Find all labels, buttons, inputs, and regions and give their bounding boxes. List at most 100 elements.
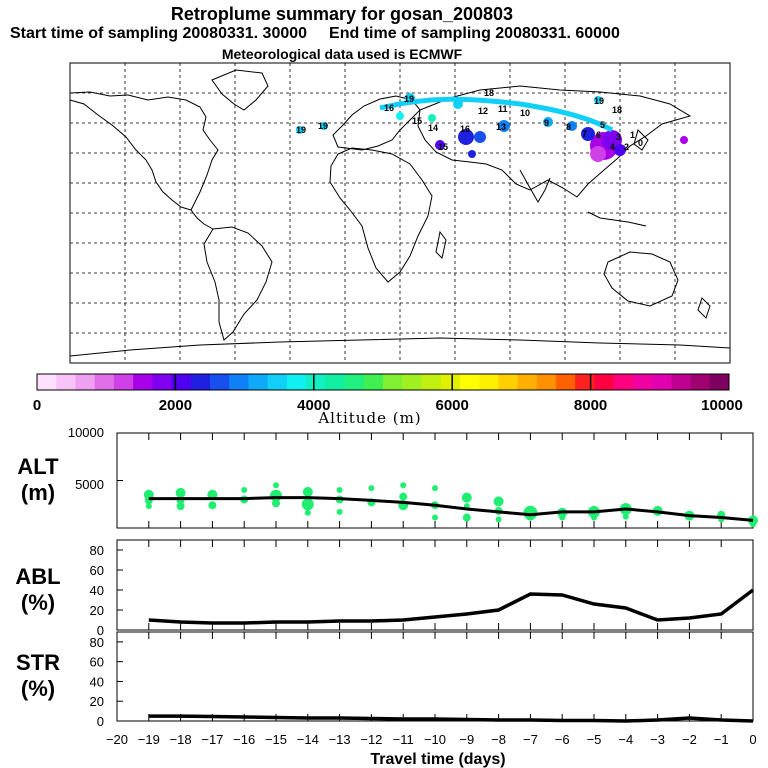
alt-axis-unit: (m) bbox=[21, 480, 55, 505]
plume-label: 15 bbox=[438, 142, 448, 152]
asia-coast bbox=[417, 85, 692, 198]
xtick-label: −19 bbox=[138, 732, 160, 747]
x-axis-title: Travel time (days) bbox=[370, 751, 505, 768]
colorbar-cell bbox=[56, 374, 76, 390]
plume-blob bbox=[567, 121, 577, 131]
xtick-label: −16 bbox=[233, 732, 255, 747]
colorbar-cell bbox=[709, 374, 730, 390]
colorbar-cell bbox=[229, 374, 249, 390]
chart-title: Retroplume summary for gosan_200803 bbox=[170, 4, 514, 24]
alt-ytick-label: 5000 bbox=[75, 477, 104, 492]
colorbar-cell bbox=[479, 374, 499, 390]
xtick-label: −4 bbox=[618, 732, 633, 747]
plume-track bbox=[379, 96, 614, 133]
plume-blob bbox=[396, 112, 404, 120]
plume-label: 11 bbox=[498, 104, 508, 114]
plume-label: 16 bbox=[460, 124, 470, 134]
colorbar-tick-label: 6000 bbox=[436, 397, 469, 414]
str-axis-unit: (%) bbox=[21, 676, 55, 701]
altitude-point bbox=[175, 487, 186, 498]
north-america-coast bbox=[69, 91, 219, 211]
colorbar-cell bbox=[421, 374, 442, 390]
abl-ytick-label: 60 bbox=[90, 563, 104, 578]
altitude-point bbox=[461, 492, 472, 503]
xtick-label: −15 bbox=[265, 732, 287, 747]
colorbar-cell bbox=[517, 374, 538, 390]
abl-axis-unit: (%) bbox=[21, 590, 55, 615]
str-ytick-label: 80 bbox=[90, 635, 104, 650]
colorbar-cell bbox=[344, 374, 365, 390]
colorbar-cell bbox=[306, 374, 326, 390]
altitude-point bbox=[495, 516, 502, 523]
plume-label: 18 bbox=[612, 105, 622, 115]
plume-label: 15 bbox=[412, 116, 422, 126]
xtick-label: −17 bbox=[201, 732, 223, 747]
colorbar-cell bbox=[690, 374, 711, 390]
world-map: 19 19 19 18 16 15 14 13 12 11 10 9 8 7 6… bbox=[69, 62, 731, 364]
colorbar-cell bbox=[498, 374, 519, 390]
colorbar-cell bbox=[210, 374, 230, 390]
plume-label: 0 bbox=[638, 138, 643, 148]
abl-ytick-label: 0 bbox=[97, 623, 104, 638]
abl-ytick-label: 20 bbox=[90, 603, 104, 618]
japan-coast bbox=[633, 129, 649, 151]
colorbar-cell bbox=[652, 374, 672, 390]
plume-label: 1 bbox=[630, 130, 635, 140]
xtick-label: −7 bbox=[523, 732, 538, 747]
xtick-label: −11 bbox=[393, 732, 414, 747]
xtick-label: −6 bbox=[555, 732, 570, 747]
altitude-point bbox=[302, 486, 313, 497]
plume-blob bbox=[296, 126, 304, 134]
central-america-coast bbox=[190, 209, 214, 230]
colorbar-cell bbox=[556, 374, 576, 390]
africa-coast bbox=[329, 147, 433, 283]
plume-label: 19 bbox=[404, 94, 414, 104]
altitude-point bbox=[432, 514, 438, 521]
xtick-label: −9 bbox=[459, 732, 474, 747]
colorbar-cell bbox=[671, 374, 692, 390]
abl-ytick-label: 40 bbox=[90, 583, 104, 598]
abl-axis-title: ABL bbox=[15, 564, 60, 589]
colorbar-cell bbox=[594, 374, 615, 390]
end-time-label: End time of sampling 20080331. 60000 bbox=[329, 25, 620, 42]
xtick-label: −5 bbox=[587, 732, 602, 747]
plume-label: 13 bbox=[496, 122, 506, 132]
colorbar-cell bbox=[248, 374, 269, 390]
altitude-point bbox=[272, 499, 280, 508]
colorbar-label: Altitude (m) bbox=[317, 409, 421, 427]
plume-label: 14 bbox=[428, 123, 438, 133]
altitude-point bbox=[750, 521, 756, 528]
start-time-label: Start time of sampling 20080331. 30000 bbox=[10, 25, 308, 42]
altitude-point bbox=[241, 487, 248, 493]
plume-label: 9 bbox=[544, 118, 549, 128]
plume-label: 16 bbox=[384, 103, 394, 113]
altitude-point bbox=[559, 514, 566, 521]
plume-day-labels: 19 19 19 18 16 15 14 13 12 11 10 9 8 7 6… bbox=[296, 88, 643, 152]
xtick-label: 0 bbox=[749, 732, 756, 747]
plume-footprint bbox=[296, 93, 688, 162]
plume-blob bbox=[614, 144, 626, 156]
plume-blob bbox=[543, 117, 553, 127]
altitude-colorbar: 0 2000 4000 6000 8000 10000 Altitude (m) bbox=[33, 373, 743, 427]
colorbar-cell bbox=[459, 374, 480, 390]
colorbar-cell bbox=[613, 374, 634, 390]
colorbar-cell bbox=[402, 374, 422, 390]
plume-label: 8 bbox=[566, 122, 571, 132]
altitude-point bbox=[208, 501, 217, 510]
str-ytick-label: 20 bbox=[90, 694, 104, 709]
plume-blob bbox=[435, 140, 445, 150]
plume-label: 2 bbox=[624, 142, 629, 152]
xtick-label: −18 bbox=[170, 732, 192, 747]
str-ytick-label: 60 bbox=[90, 655, 104, 670]
altitude-point bbox=[432, 485, 438, 492]
altitude-point bbox=[336, 508, 343, 515]
str-series-line bbox=[148, 714, 754, 723]
plume-blob bbox=[594, 96, 602, 104]
xtick-label: −8 bbox=[491, 732, 506, 747]
colorbar-frame bbox=[36, 373, 730, 391]
altitude-point bbox=[176, 502, 185, 511]
xtick-label: −10 bbox=[424, 732, 446, 747]
xtick-label: −13 bbox=[329, 732, 351, 747]
str-axis-title: STR bbox=[16, 650, 60, 675]
